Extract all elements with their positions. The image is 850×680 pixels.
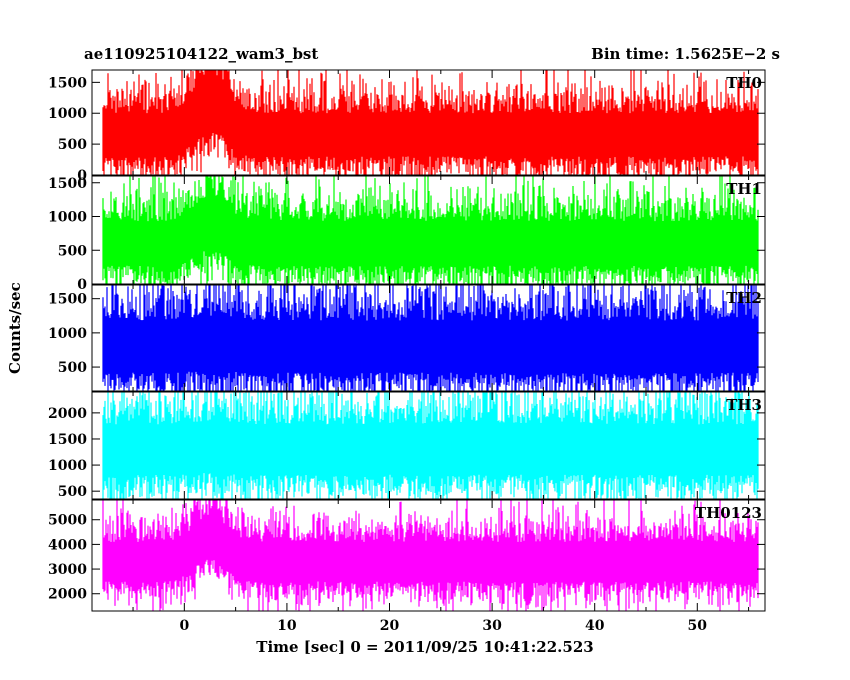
panel-label-th0: TH0	[726, 74, 762, 92]
bin-time-label: Bin time: 1.5625E−2 s	[591, 45, 780, 63]
series-line-th0123	[102, 500, 759, 611]
series-line-th1	[102, 176, 759, 284]
y-tick-label: 1000	[48, 106, 87, 122]
panel-label-th1: TH1	[726, 180, 762, 198]
y-tick-label: 3000	[48, 562, 87, 578]
panel-label-th0123: TH0123	[695, 504, 762, 522]
panel-frame-th0	[91, 69, 766, 176]
y-tick-label: 1500	[48, 176, 87, 192]
series-line-th3	[102, 392, 759, 499]
panel-frame-th2	[91, 284, 766, 392]
y-tick-label: 1500	[48, 432, 87, 448]
y-tick-label: 2000	[48, 587, 87, 603]
y-tick-label: 2000	[48, 406, 87, 422]
x-tick-label: 10	[277, 618, 297, 634]
y-tick-label: 1500	[48, 292, 87, 308]
y-axis-label: Counts/sec	[6, 282, 24, 374]
y-tick-label: 500	[58, 137, 87, 153]
y-tick-label: 1000	[48, 210, 87, 226]
y-tick-label: 0	[77, 168, 87, 184]
y-tick-label: 1000	[48, 458, 87, 474]
panel-frame-th0123	[91, 499, 766, 612]
series-line-th0	[102, 70, 759, 175]
y-tick-label: 500	[58, 360, 87, 376]
x-tick-label: 20	[380, 618, 400, 634]
y-tick-label: 1500	[48, 75, 87, 91]
y-tick-label: 4000	[48, 537, 87, 553]
x-tick-label: 0	[179, 618, 189, 634]
series-line-th2	[102, 285, 759, 391]
x-tick-label: 40	[585, 618, 605, 634]
y-tick-label: 1000	[48, 326, 87, 342]
y-tick-label: 500	[58, 243, 87, 259]
x-tick-label: 30	[482, 618, 502, 634]
y-tick-label: 5000	[48, 513, 87, 529]
panel-label-th2: TH2	[726, 289, 762, 307]
chart-title: ae110925104122_wam3_bst	[84, 45, 319, 63]
x-axis-label: Time [sec] 0 = 2011/09/25 10:41:22.523	[256, 638, 594, 656]
panel-frame-th3	[91, 391, 766, 500]
panel-frame-th1	[91, 175, 766, 285]
y-tick-label: 500	[58, 484, 87, 500]
x-tick-label: 50	[688, 618, 708, 634]
panel-label-th3: TH3	[726, 396, 762, 414]
y-tick-label: 0	[77, 277, 87, 293]
